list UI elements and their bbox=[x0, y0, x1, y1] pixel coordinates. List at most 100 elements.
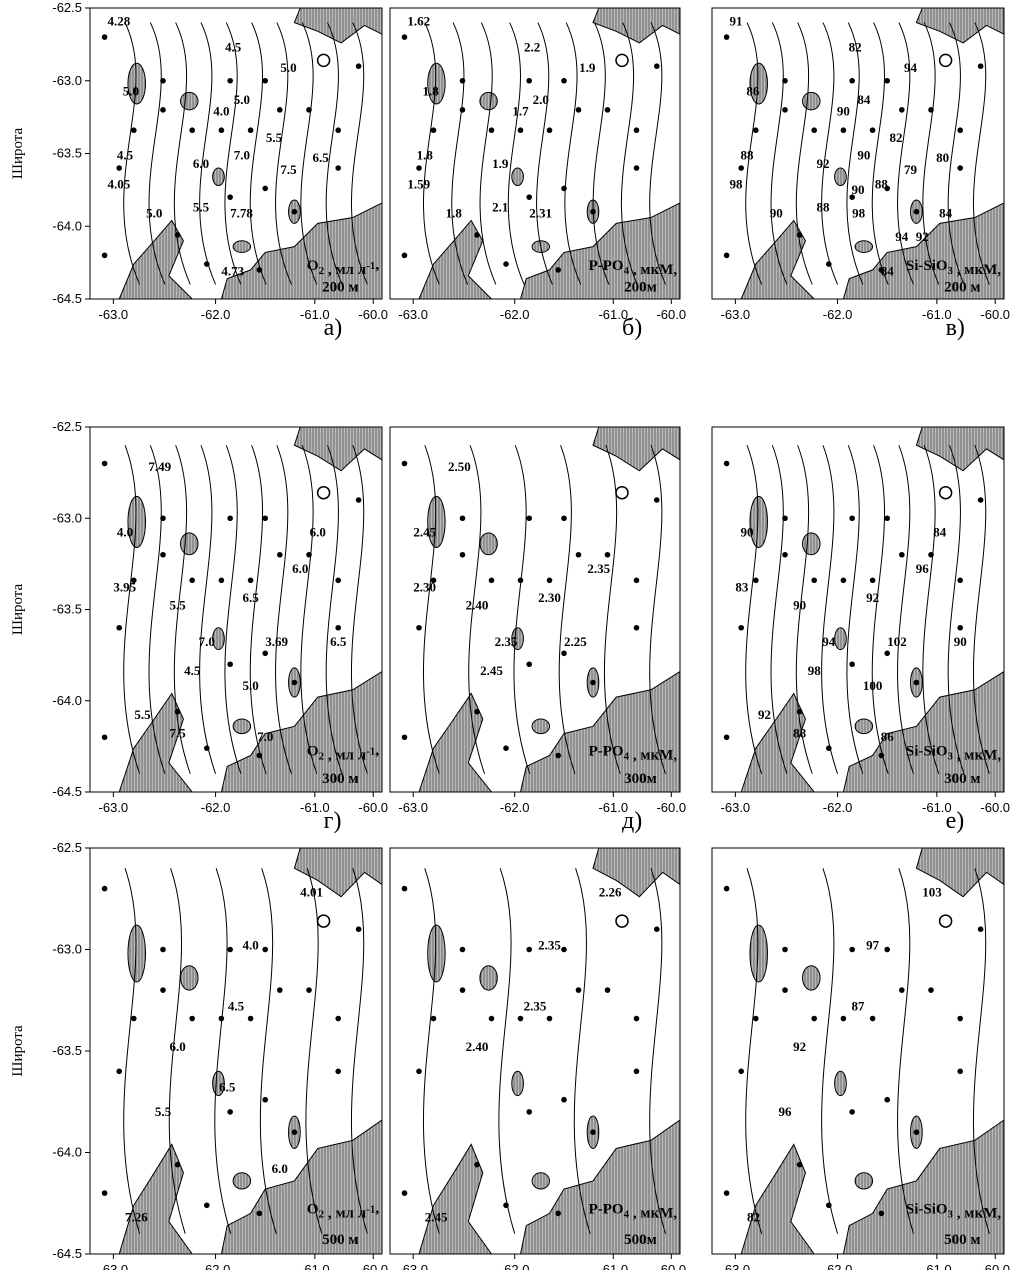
station-point bbox=[878, 752, 885, 759]
coastline-south bbox=[519, 1119, 681, 1255]
isoline bbox=[305, 868, 323, 1234]
station-point bbox=[977, 926, 984, 932]
coastline-south bbox=[842, 670, 1005, 793]
isoline-label: 2.40 bbox=[466, 1039, 489, 1054]
station-point bbox=[796, 708, 803, 715]
station-point bbox=[723, 34, 730, 40]
station-point bbox=[416, 624, 422, 631]
isoline bbox=[479, 22, 497, 285]
isoline-label: 6.5 bbox=[242, 590, 259, 605]
isoline-label: 88 bbox=[816, 200, 830, 215]
y-tick-label: -64.5 bbox=[52, 784, 82, 799]
station-point bbox=[503, 745, 509, 751]
station-point bbox=[189, 127, 195, 134]
island bbox=[232, 718, 252, 735]
x-tick-label: -61.0 bbox=[598, 307, 628, 322]
station-point bbox=[928, 987, 934, 993]
x-tick-label: -63.0 bbox=[721, 1262, 751, 1270]
station-value: 3.69 bbox=[265, 634, 288, 649]
island bbox=[749, 924, 768, 983]
map-panel-9: 97 92 87 96 103 82 Si-SiO3 , мкМ, 500 м -63.0 -62… bbox=[711, 847, 1010, 1270]
station-point bbox=[849, 661, 855, 668]
station-point bbox=[459, 551, 466, 558]
station-point bbox=[884, 515, 890, 522]
station-point bbox=[204, 261, 210, 267]
isoline bbox=[259, 868, 277, 1234]
station-point bbox=[811, 127, 817, 134]
station-point bbox=[355, 926, 362, 932]
y-tick-label: -63.5 bbox=[52, 1043, 82, 1058]
station-point bbox=[101, 1190, 108, 1196]
y-tick-label: -62.5 bbox=[52, 840, 82, 855]
station-point bbox=[575, 107, 582, 113]
island-ring bbox=[615, 914, 629, 928]
station-point bbox=[526, 661, 532, 668]
isoline bbox=[168, 868, 186, 1234]
station-point bbox=[782, 946, 788, 953]
x-tick-label: -60.0 bbox=[980, 800, 1010, 815]
station-value: 7.49 bbox=[148, 459, 171, 474]
station-point bbox=[116, 624, 122, 631]
station-point bbox=[811, 577, 817, 584]
panel-title: Si-SiO3 , мкМ, bbox=[906, 258, 1001, 278]
panel-title: P-PO4 , мкМ, bbox=[589, 258, 678, 278]
station-point bbox=[160, 515, 166, 522]
isoline-label: 84 bbox=[857, 92, 871, 107]
coastline-north bbox=[592, 847, 681, 898]
station-point bbox=[849, 946, 855, 953]
panel-letter: в) bbox=[946, 315, 965, 341]
station-point bbox=[416, 1068, 422, 1075]
station-value: 7.78 bbox=[230, 206, 253, 221]
station-point bbox=[977, 63, 984, 69]
x-tick-label: -60.0 bbox=[656, 1262, 686, 1270]
x-tick-label: -60.0 bbox=[358, 307, 388, 322]
isoline bbox=[821, 22, 839, 285]
station-point bbox=[101, 252, 108, 259]
station-value: 2.45 bbox=[425, 1210, 448, 1225]
isoline bbox=[300, 22, 318, 285]
island bbox=[834, 1070, 847, 1097]
isoline-label: 90 bbox=[770, 206, 783, 221]
x-tick-label: -63.0 bbox=[99, 1262, 129, 1270]
panel-depth: 500 м bbox=[322, 1232, 358, 1248]
station-point bbox=[459, 77, 466, 84]
isoline-label: 2.1 bbox=[492, 200, 508, 215]
station-point bbox=[849, 515, 855, 522]
x-tick-label: -60.0 bbox=[980, 1262, 1010, 1270]
station-point bbox=[204, 745, 210, 751]
station-value: 4.01 bbox=[300, 885, 323, 900]
isoline bbox=[148, 445, 166, 774]
y-tick-label: -63.0 bbox=[52, 73, 82, 88]
island bbox=[511, 1070, 524, 1097]
panel-title: O2 , мл л-1, bbox=[307, 1200, 379, 1221]
station-point bbox=[247, 577, 254, 584]
station-point bbox=[654, 497, 660, 503]
island bbox=[180, 532, 199, 556]
station-point bbox=[884, 185, 890, 192]
isoline bbox=[224, 445, 242, 774]
isoline bbox=[745, 868, 763, 1234]
station-point bbox=[738, 1068, 744, 1075]
station-point bbox=[869, 127, 876, 134]
station-point bbox=[204, 1202, 210, 1209]
map-panel-5: 2.45 2.40 2.35 2.35 2.30 2.45 2.30 2.25 2.50 P-PO… bbox=[389, 426, 686, 834]
station-point bbox=[335, 127, 342, 134]
x-tick-label: -60.0 bbox=[358, 800, 388, 815]
isoline bbox=[745, 22, 763, 285]
y-tick-label: -63.5 bbox=[52, 146, 82, 161]
station-point bbox=[899, 987, 905, 993]
isoline bbox=[649, 868, 666, 1234]
isoline bbox=[558, 445, 576, 774]
station-point bbox=[335, 1068, 342, 1075]
x-tick-label: -63.0 bbox=[398, 307, 428, 322]
isoline bbox=[275, 22, 292, 285]
station-point bbox=[723, 734, 730, 741]
station-point bbox=[160, 107, 166, 113]
station-point bbox=[526, 946, 532, 953]
isoline-label: 7.5 bbox=[169, 725, 186, 740]
panel-letter: е) bbox=[946, 808, 965, 834]
station-point bbox=[782, 107, 788, 113]
station-point bbox=[561, 1096, 567, 1103]
station-point bbox=[355, 497, 362, 503]
station-value: 7.26 bbox=[125, 1210, 148, 1225]
